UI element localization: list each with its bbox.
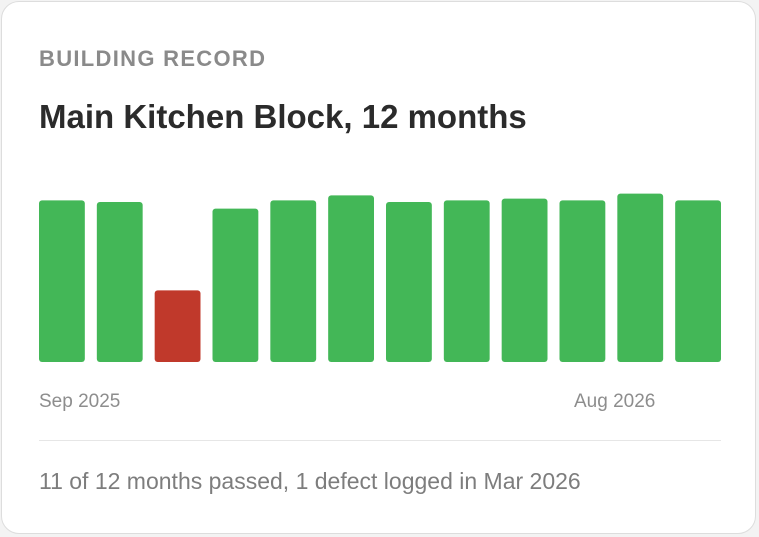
bar-oct-2025: [96, 202, 143, 362]
bar-aug-2026: [675, 200, 721, 362]
card-title: Main Kitchen Block, 12 months: [39, 98, 527, 135]
x-axis-start-label: Sep 2025: [39, 391, 121, 412]
bar-sep-2025: [39, 200, 85, 362]
bar-dec-2025: [212, 208, 259, 362]
bar-mar-2026: [386, 202, 432, 362]
bar-jun-2026: [559, 200, 606, 362]
bar-jul-2026: [617, 193, 664, 362]
monthly-inspection-chart: [39, 193, 721, 362]
x-axis-end-label: Aug 2026: [574, 391, 656, 412]
summary-text: 11 of 12 months passed, 1 defect logged …: [39, 468, 581, 494]
bar-nov-2025: [154, 290, 201, 362]
card-eyebrow: BUILDING RECORD: [39, 46, 267, 71]
bar-apr-2026: [443, 200, 490, 362]
divider: [39, 440, 721, 441]
bar-feb-2026: [328, 195, 374, 362]
bar-may-2026: [501, 198, 548, 362]
bar-jan-2026: [270, 200, 317, 362]
